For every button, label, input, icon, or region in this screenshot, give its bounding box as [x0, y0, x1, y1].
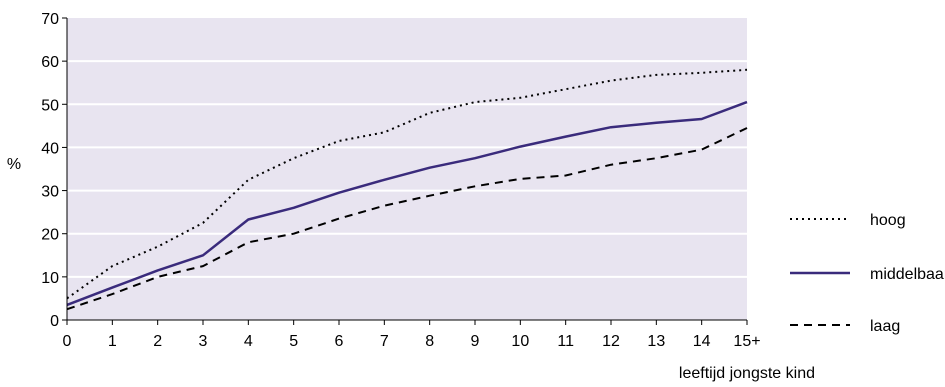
x-tick-label: 6	[335, 333, 344, 350]
x-tick-label: 12	[602, 333, 620, 350]
series-lines	[66, 68, 748, 311]
y-tick-label: 70	[41, 11, 59, 28]
y-tick-label: 50	[41, 97, 59, 114]
series-line-middelbaar	[66, 100, 748, 307]
x-tick-label: 10	[511, 333, 529, 350]
y-tick-label: 60	[41, 54, 59, 71]
x-tick-label: 5	[289, 333, 298, 350]
x-tick-label: 14	[693, 333, 711, 350]
legend-label-laag: laag	[870, 318, 900, 335]
y-tick-label: 30	[41, 184, 59, 201]
y-tick-label: 0	[50, 313, 59, 330]
series-line-laag	[66, 127, 748, 311]
y-axis-label: %	[7, 156, 21, 173]
x-tick-label: 8	[425, 333, 434, 350]
x-tick-label: 3	[199, 333, 208, 350]
x-tick-label: 1	[108, 333, 117, 350]
x-tick-labels: 0 1 2 3 4 5 6 7 8 9 10 11 12 13 14 15+	[63, 333, 761, 350]
x-tick-label: 11	[557, 333, 574, 350]
x-tick-label: 0	[63, 333, 72, 350]
x-tick-label: 15+	[733, 333, 760, 350]
x-tick-label: 13	[647, 333, 665, 350]
x-axis-label: leeftijd jongste kind	[679, 365, 815, 382]
legend: hoog middelbaar laag	[790, 212, 945, 335]
x-tick-label: 9	[471, 333, 480, 350]
axes	[62, 17, 748, 325]
y-tick-labels: 0 10 20 30 40 50 60 70	[41, 11, 59, 330]
plot-background	[67, 18, 747, 320]
x-tick-label: 4	[244, 333, 253, 350]
y-tick-label: 40	[41, 140, 59, 157]
y-tick-label: 20	[41, 227, 59, 244]
y-tick-label: 10	[41, 270, 59, 287]
x-tick-label: 7	[380, 333, 389, 350]
legend-label-hoog: hoog	[870, 212, 906, 229]
x-tick-label: 2	[153, 333, 162, 350]
gridlines	[67, 60, 747, 278]
legend-label-middelbaar: middelbaar	[870, 266, 945, 283]
